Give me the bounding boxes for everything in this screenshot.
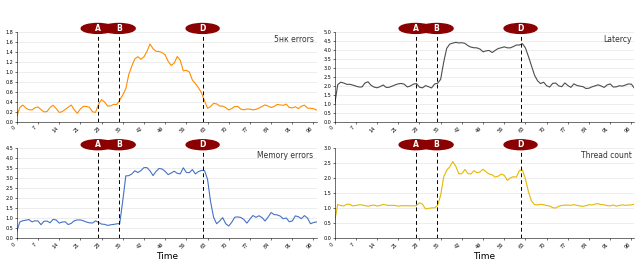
X-axis label: Time: Time [474,252,495,261]
Text: Memory errors: Memory errors [257,151,314,160]
Text: B: B [116,140,122,149]
Text: D: D [517,140,524,149]
Circle shape [102,23,135,33]
Circle shape [399,23,432,33]
Circle shape [186,140,219,150]
Circle shape [420,140,453,150]
Text: D: D [200,140,206,149]
Circle shape [504,140,537,150]
Text: A: A [413,140,419,149]
Circle shape [81,23,114,33]
Text: A: A [413,24,419,33]
Circle shape [504,23,537,33]
Circle shape [81,140,114,150]
Text: Latercy: Latercy [603,35,632,44]
Circle shape [102,140,135,150]
Text: 5нк errors: 5нк errors [274,35,314,44]
Text: D: D [517,24,524,33]
Text: B: B [116,24,122,33]
Text: A: A [95,140,100,149]
Text: Thread count: Thread count [580,151,632,160]
Text: B: B [434,24,440,33]
Text: D: D [200,24,206,33]
Circle shape [420,23,453,33]
Circle shape [186,23,219,33]
Circle shape [399,140,432,150]
Text: A: A [95,24,100,33]
Text: B: B [434,140,440,149]
X-axis label: Time: Time [156,252,178,261]
